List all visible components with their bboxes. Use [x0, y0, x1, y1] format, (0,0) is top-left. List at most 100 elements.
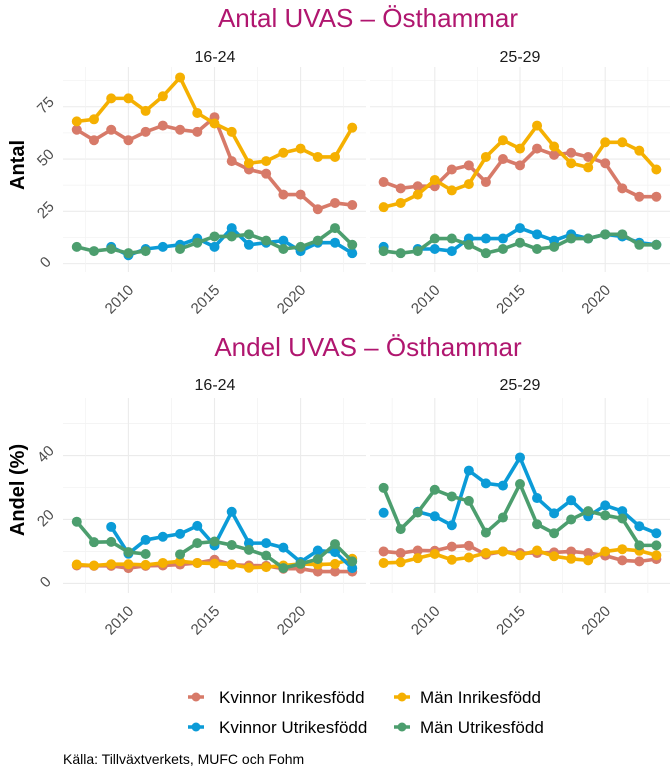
- data-point: [532, 545, 543, 556]
- legend-key-point: [191, 692, 201, 702]
- data-point: [157, 91, 168, 102]
- data-point: [330, 558, 341, 569]
- y-tick-label: 40: [34, 442, 58, 466]
- data-point: [378, 482, 389, 493]
- data-point: [88, 537, 99, 548]
- data-point: [515, 143, 525, 154]
- data-point: [463, 495, 474, 506]
- data-point: [429, 174, 440, 185]
- data-point: [295, 189, 306, 200]
- data-point: [261, 235, 272, 246]
- data-point: [583, 151, 594, 162]
- x-tick-label: 2015: [188, 282, 224, 318]
- legend-key-point: [397, 692, 407, 702]
- data-point: [497, 135, 508, 146]
- x-tick-label: 2010: [102, 603, 138, 639]
- data-point: [330, 547, 341, 558]
- data-point: [480, 248, 491, 259]
- data-point: [261, 562, 272, 573]
- data-point: [429, 484, 440, 495]
- data-point: [480, 478, 491, 489]
- data-point: [295, 241, 306, 252]
- data-point: [600, 510, 611, 521]
- facet-label-andel-16-24: 16-24: [195, 377, 236, 394]
- data-point: [278, 542, 289, 553]
- data-point: [395, 524, 406, 535]
- data-point: [480, 548, 491, 559]
- legend-label: Män Inrikesfödd: [420, 688, 541, 707]
- data-point: [330, 566, 341, 577]
- data-point: [600, 158, 611, 169]
- data-point: [209, 536, 220, 547]
- data-point: [412, 553, 423, 564]
- data-point: [446, 164, 457, 175]
- data-point: [412, 189, 423, 200]
- data-point: [347, 248, 358, 259]
- data-point: [566, 233, 577, 244]
- data-point: [209, 231, 220, 242]
- data-point: [378, 546, 389, 557]
- data-point: [209, 118, 220, 129]
- legend-item-kvinnor-inrikesfodd[interactable]: Kvinnor Inrikesfödd: [188, 688, 365, 707]
- legend-item-man-inrikesfodd[interactable]: Män Inrikesfödd: [394, 688, 541, 707]
- data-point: [123, 547, 134, 558]
- source-caption: Källa: Tillväxtverkets, MUFC och Fohm: [63, 751, 304, 767]
- data-point: [446, 541, 457, 552]
- data-point: [71, 559, 82, 570]
- data-point: [378, 246, 389, 257]
- data-point: [651, 528, 662, 539]
- legend-key-point: [191, 722, 201, 732]
- data-point: [192, 520, 203, 531]
- data-point: [395, 548, 406, 559]
- data-point: [123, 248, 134, 259]
- legend-item-kvinnor-utrikesfodd[interactable]: Kvinnor Utrikesfödd: [188, 718, 367, 737]
- facet-label-antal-16-24: 16-24: [195, 49, 236, 66]
- y-tick-label: 25: [34, 198, 58, 222]
- legend-item-man-utrikesfodd[interactable]: Män Utrikesfödd: [394, 718, 544, 737]
- data-point: [261, 168, 272, 179]
- y-axis-title-antal: Antal: [7, 140, 29, 190]
- data-point: [497, 243, 508, 254]
- data-point: [192, 126, 203, 137]
- x-tick-label: 2010: [408, 282, 444, 318]
- data-point: [583, 506, 594, 517]
- data-point: [395, 197, 406, 208]
- data-point: [617, 183, 628, 194]
- data-point: [106, 243, 117, 254]
- data-point: [330, 197, 341, 208]
- data-point: [532, 143, 543, 154]
- data-point: [71, 116, 82, 127]
- data-point: [515, 478, 525, 489]
- data-point: [140, 559, 151, 570]
- data-point: [378, 202, 389, 213]
- data-point: [651, 191, 662, 202]
- series-m-n-utrikesf-dd: [378, 478, 662, 551]
- data-point: [378, 507, 389, 518]
- data-point: [140, 246, 151, 257]
- data-point: [157, 531, 168, 542]
- data-point: [378, 177, 389, 188]
- data-point: [412, 545, 423, 556]
- data-point: [123, 93, 134, 104]
- data-point: [192, 237, 203, 248]
- data-point: [651, 164, 662, 175]
- data-point: [600, 229, 611, 240]
- x-tick-label: 2015: [493, 603, 529, 639]
- data-point: [347, 200, 358, 211]
- data-point: [226, 223, 237, 234]
- data-point: [175, 124, 186, 135]
- data-point: [330, 237, 341, 248]
- data-point: [515, 223, 525, 234]
- legend-label: Män Utrikesfödd: [420, 718, 544, 737]
- data-point: [634, 191, 645, 202]
- data-point: [261, 538, 272, 549]
- data-point: [175, 72, 186, 83]
- tick-labels: 2010 2015 2020 0 25 50 75 2010 2015 2020 2010 2015 2…: [34, 94, 614, 639]
- data-point: [429, 549, 440, 559]
- data-point: [651, 550, 662, 561]
- data-point: [600, 546, 611, 557]
- data-point: [617, 555, 628, 566]
- data-point: [330, 151, 341, 162]
- data-point: [412, 246, 423, 257]
- data-point: [278, 147, 289, 158]
